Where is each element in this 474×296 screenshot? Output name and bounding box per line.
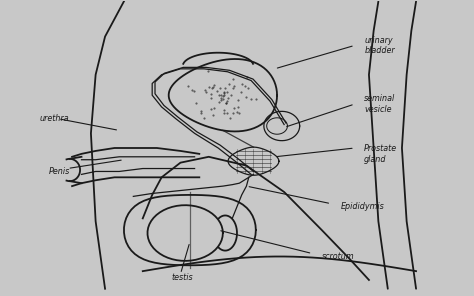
Text: Prostate
gland: Prostate gland: [364, 144, 397, 164]
Text: urethra: urethra: [39, 114, 69, 123]
Text: testis: testis: [171, 273, 192, 281]
Text: seminal
vesicle: seminal vesicle: [364, 94, 395, 114]
Text: Epididymis: Epididymis: [341, 202, 384, 211]
Text: Penis: Penis: [48, 167, 70, 176]
Text: urinary
bladder: urinary bladder: [364, 36, 395, 55]
Text: scrotum: scrotum: [322, 252, 355, 261]
